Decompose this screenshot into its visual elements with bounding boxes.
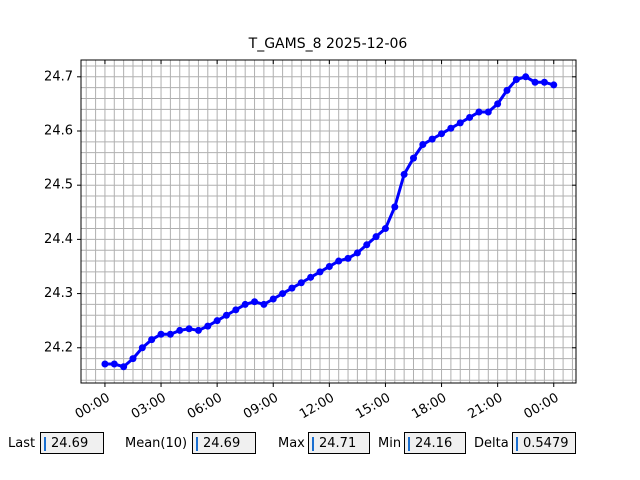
data-point <box>213 317 221 325</box>
data-point <box>288 284 296 292</box>
data-point <box>335 257 343 265</box>
data-point <box>222 311 230 319</box>
x-tick-label: 00:00 <box>73 391 113 423</box>
x-tick-label: 06:00 <box>185 391 225 423</box>
readout-label: Delta <box>474 436 509 451</box>
data-point <box>522 73 530 81</box>
data-point <box>438 130 446 138</box>
readout-textbox[interactable]: 24.16 <box>404 432 466 454</box>
readout-label: Min <box>378 436 402 451</box>
data-point <box>409 154 417 162</box>
data-point <box>251 298 259 306</box>
data-point <box>447 124 455 132</box>
data-point <box>475 108 483 116</box>
readout-textbox[interactable]: 24.69 <box>40 432 104 454</box>
data-point <box>204 322 212 330</box>
data-point <box>110 360 118 368</box>
data-point <box>241 300 249 308</box>
x-tick-label: 00:00 <box>522 391 562 423</box>
y-tick-label: 24.5 <box>44 178 73 193</box>
data-point <box>185 325 193 333</box>
readout-textbox[interactable]: 24.71 <box>308 432 370 454</box>
x-tick-label: 03:00 <box>129 391 169 423</box>
y-tick-label: 24.7 <box>44 69 73 84</box>
data-point <box>363 241 371 249</box>
readout-label: Max <box>278 436 305 451</box>
readout-textbox[interactable]: 24.69 <box>192 432 256 454</box>
data-point <box>194 326 202 334</box>
data-point <box>297 279 305 287</box>
data-point <box>353 249 361 257</box>
data-point <box>166 330 174 338</box>
data-point <box>260 300 268 308</box>
data-point <box>466 113 474 121</box>
y-tick-label: 24.3 <box>44 286 73 301</box>
data-point <box>316 268 324 276</box>
data-point <box>550 81 558 89</box>
x-tick-label: 18:00 <box>409 391 449 423</box>
data-point <box>494 100 502 108</box>
x-tick-label: 21:00 <box>465 391 505 423</box>
data-point <box>129 355 137 363</box>
data-point <box>540 78 548 86</box>
data-point <box>138 344 146 352</box>
y-tick-label: 24.6 <box>44 123 73 138</box>
data-point <box>531 78 539 86</box>
data-point <box>484 108 492 116</box>
data-point <box>400 170 408 178</box>
data-point <box>148 336 156 344</box>
data-point <box>428 135 436 143</box>
data-point <box>157 330 165 338</box>
data-point <box>372 233 380 241</box>
chart-title: T_GAMS_8 2025-12-06 <box>248 36 408 52</box>
readout-textbox[interactable]: 0.5479 <box>512 432 576 454</box>
data-point <box>344 254 352 262</box>
data-point <box>456 119 464 127</box>
data-point <box>391 203 399 211</box>
plot-frame <box>80 59 577 384</box>
data-point <box>512 76 520 84</box>
data-point <box>381 225 389 233</box>
y-tick-label: 24.2 <box>44 340 73 355</box>
data-point <box>232 306 240 314</box>
y-tick-label: 24.4 <box>44 232 73 247</box>
data-point <box>307 273 315 281</box>
x-tick-label: 09:00 <box>241 391 281 423</box>
data-point <box>269 295 277 303</box>
x-tick-label: 15:00 <box>353 391 393 423</box>
data-point <box>279 290 287 298</box>
data-point <box>503 86 511 94</box>
readout-label: Last <box>8 436 36 451</box>
data-point <box>120 363 128 371</box>
readout-label: Mean(10) <box>125 436 188 451</box>
data-point <box>419 141 427 149</box>
data-point <box>101 360 109 368</box>
data-point <box>325 262 333 270</box>
data-point <box>176 326 184 334</box>
x-tick-label: 12:00 <box>297 391 337 423</box>
